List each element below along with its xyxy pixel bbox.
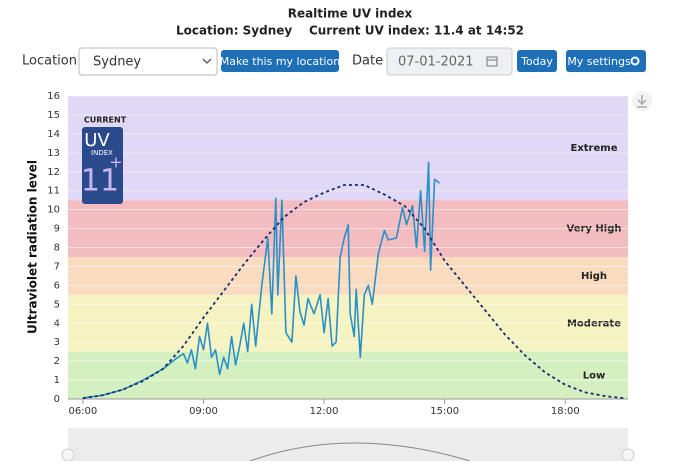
y-tick-label: 4: [54, 318, 60, 329]
x-tick-label: 06:00: [68, 406, 97, 417]
chart-subtitle: Location: Sydney Current UV index: 11.4 …: [176, 24, 524, 38]
y-tick-label: 0: [54, 394, 60, 405]
y-tick-label: 12: [47, 167, 60, 178]
forecast-line: [82, 184, 626, 400]
today-button[interactable]: Today: [517, 50, 557, 72]
uv-band: [68, 256, 628, 295]
y-tick-label: 13: [47, 148, 60, 159]
y-tick-label: 10: [47, 205, 60, 216]
y-tick-label: 8: [54, 243, 60, 254]
badge-level: 11: [81, 164, 119, 199]
uv-band: [68, 96, 628, 201]
x-tick-label: 15:00: [430, 406, 459, 417]
today-button-text: Today: [520, 55, 553, 68]
x-tick-label: 09:00: [189, 406, 218, 417]
location-button-text: Make this my location: [220, 55, 340, 68]
location-label: Location: [22, 54, 77, 69]
badge-current: CURRENT: [84, 116, 127, 125]
download-button[interactable]: [632, 91, 652, 111]
date-input[interactable]: 07-01-2021: [386, 47, 513, 76]
y-tick-label: 9: [54, 224, 60, 235]
navigator: [61, 428, 635, 462]
y-tick-label: 15: [47, 110, 60, 121]
y-tick-label: 11: [47, 186, 60, 197]
x-tick-label: 12:00: [310, 406, 339, 417]
band-label: High: [581, 271, 607, 282]
y-tick-label: 3: [54, 337, 60, 348]
y-tick-label: 2: [54, 356, 60, 367]
badge-box: [82, 127, 123, 204]
y-axis-label: Ultraviolet radiation level: [26, 160, 40, 334]
y-tick-label: 16: [47, 91, 60, 102]
date-label: Date: [352, 54, 383, 69]
location-select[interactable]: Sydney: [78, 47, 218, 76]
y-tick-label: 14: [47, 129, 60, 140]
measured-line: [82, 161, 440, 399]
x-tick-label: 18:00: [551, 406, 580, 417]
location-button[interactable]: Make this my location: [220, 50, 340, 72]
band-label: Low: [583, 370, 605, 381]
badge-index: INDEX: [91, 149, 113, 157]
y-tick-label: 6: [54, 280, 60, 291]
settings-button[interactable]: My settings: [566, 50, 646, 72]
y-tick-label: 7: [54, 261, 60, 272]
y-tick-label: 1: [54, 375, 60, 386]
badge-plus: +: [109, 153, 122, 172]
location-value: Sydney: [93, 55, 141, 70]
chart-title: Realtime UV index: [288, 7, 413, 21]
band-label: Extreme: [571, 143, 618, 154]
badge-uv: UV: [84, 130, 110, 151]
y-tick-label: 5: [54, 299, 60, 310]
date-value: 07-01-2021: [398, 55, 474, 70]
settings-button-text: My settings: [567, 55, 631, 68]
uv-band: [68, 351, 628, 399]
